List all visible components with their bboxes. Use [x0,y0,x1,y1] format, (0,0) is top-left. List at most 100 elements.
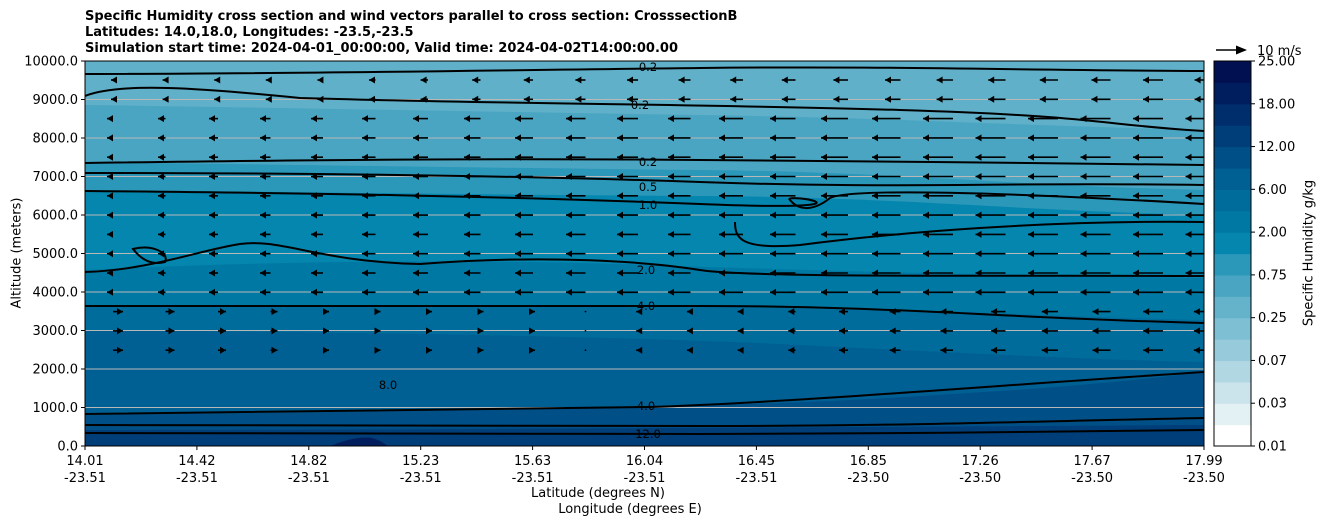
wind-vector-head [214,95,221,103]
x-tick-label-lat: 15.63 [514,454,551,469]
wind-vector-head [617,173,623,180]
colorbar-label: Specific Humidity g/kg [1301,179,1317,327]
x-tick-label-lon: -23.51 [512,471,554,486]
wind-vector-head [426,327,432,335]
wind-vector-head [566,115,572,123]
wind-vector-head [1133,173,1139,180]
wind-vector-head [362,115,368,123]
wind-vector-head [668,153,674,161]
wind-vector-head [260,134,266,142]
wind-vector-head [260,250,266,258]
wind-vector-head [1133,288,1139,296]
wind-vector-head [1185,134,1192,142]
wind-vector-head [1028,269,1034,277]
wind-vector-head [1185,153,1192,161]
wind-vector-head [464,134,470,142]
wind-vector-head [158,269,164,277]
wind-vector-head [566,230,572,238]
wind-vector-head [923,173,929,180]
wind-vector-head [1133,269,1139,277]
contour-8.0 [85,417,1204,427]
wind-vector-head [220,308,226,316]
y-tick-label: 5000.0 [33,247,79,262]
wind-vector-head [936,95,943,103]
x-tick-label-lon: -23.50 [847,471,889,486]
wind-vector-head [515,230,521,238]
wind-vector-head [209,269,215,277]
wind-vector-head [362,134,368,142]
wind-vector-head [1080,134,1087,142]
chart-title: Specific Humidity cross section and wind… [85,9,737,57]
colorbar-tick-label: 0.07 [1258,354,1287,369]
wind-vector-head [515,192,521,200]
colorbar-swatch [1214,146,1251,169]
wind-vector-head [1039,95,1046,103]
wind-vector-head [311,269,317,277]
wind-vector-head [975,173,982,180]
contour-label: 0.2 [639,155,657,169]
wind-vector-head [362,173,368,180]
wind-vector-head [872,250,878,258]
wind-vector-head [1185,115,1192,123]
wind-vector-head [1092,327,1099,335]
wind-vector-head [107,250,113,258]
colorbar-swatch [1214,296,1251,319]
wind-vector-head [323,327,329,335]
wind-vector-head [566,211,572,219]
wind-vector-head [936,76,943,84]
y-tick-label: 1000.0 [33,401,79,416]
contour-1.0-b [734,220,1204,248]
wind-vector-head [265,95,272,103]
wind-vector-head [168,346,175,354]
wind-vector-head [413,115,419,123]
x-tick-label-lat: 16.85 [850,454,887,469]
wind-vector-head [839,308,845,316]
wind-vector-head [1028,288,1034,296]
colorbar-swatch [1214,82,1251,105]
wind-vector-head [260,211,266,219]
wind-vector-head [668,269,674,277]
wind-vector-head [668,211,674,219]
wind-vector-head [975,211,982,219]
contour-0.2-lower [85,158,1204,166]
wind-vector-head [1133,134,1139,142]
wind-vector-head [260,269,266,277]
wind-vector-head [975,134,982,142]
wind-vector-head [719,115,725,123]
y-tick-label: 8000.0 [33,132,79,147]
wind-vector-head [311,115,317,123]
colorbar-tick-label: 18.00 [1258,97,1295,112]
wind-vector-head [317,76,324,84]
wind-vector-head [1143,95,1149,103]
x-tick-label-lat: 17.26 [962,454,999,469]
colorbar-swatch [1214,210,1251,233]
wind-vector-head [889,308,896,316]
wind-vector-head [529,346,535,354]
wind-vector-head [107,269,113,277]
wind-vector-head [1185,211,1192,219]
y-tick-label: 7000.0 [33,170,79,185]
x-tick-label-lat: 16.45 [738,454,775,469]
wind-vector-head [991,346,998,354]
y-tick-label: 0.0 [57,440,78,455]
wind-vector-head [566,288,572,296]
wind-vector-head [464,192,470,200]
wind-vector-head [719,250,725,258]
x-tick-label-lon: -23.50 [959,471,1001,486]
colorbar-tick-label: 0.75 [1258,268,1287,283]
x-tick-label-lon: -23.51 [288,471,330,486]
colorbar-swatch [1214,253,1251,276]
contour-label: 0.2 [639,60,657,74]
colorbar-swatch [1214,125,1251,148]
wind-vector-head [1143,308,1150,316]
x-tick-label-lon: -23.51 [176,471,218,486]
wind-vector-head [158,250,164,258]
wind-vector-head [678,76,685,84]
wind-vector-head [1143,76,1149,84]
contour-1.0 [85,190,1204,209]
x-tick-label-lon: -23.51 [735,471,777,486]
wind-vector-head [1185,230,1192,238]
wind-vector-head [413,192,419,200]
wind-vector-head [923,192,929,200]
